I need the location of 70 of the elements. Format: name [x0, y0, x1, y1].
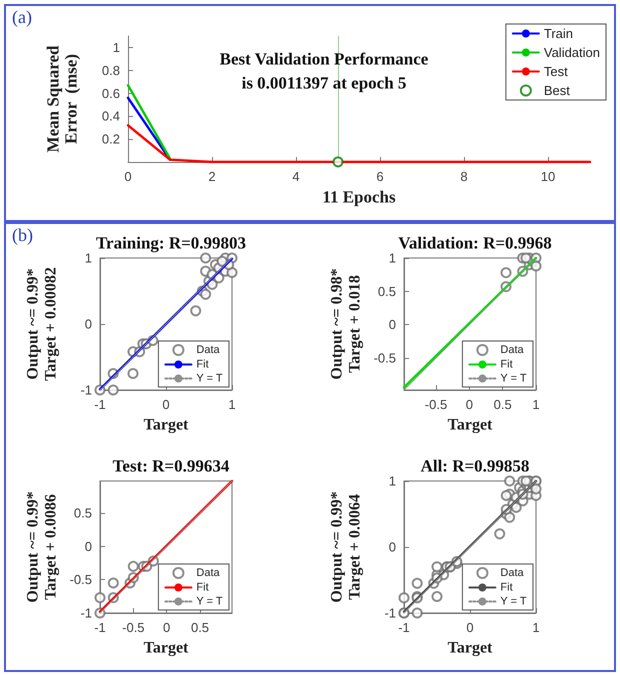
x-tick-label: 0 [124, 169, 132, 184]
x-tick-label: 1 [532, 397, 540, 412]
chart-title: All: R=0.99858 [420, 456, 530, 476]
y-tick-label: 0.5 [378, 284, 396, 299]
legend-label: Data [500, 567, 525, 579]
x-axis-title: Target [448, 639, 494, 656]
y-tick-label: 1 [388, 250, 396, 266]
legend-label: Y = T [500, 596, 527, 608]
x-tick-label: 0 [162, 397, 170, 412]
y-tick-label: -1 [80, 606, 92, 620]
y-tick-label: 0 [388, 317, 396, 332]
y-tick-label: 0.5 [74, 506, 92, 520]
y-axis-title: Output ~= 0.99* Target + 0.00082 [24, 267, 60, 381]
legend-label: Fit [500, 582, 513, 594]
legend-label: Fit [500, 358, 513, 370]
y-tick-label: -0.5 [374, 350, 396, 366]
y-tick-label: -1 [80, 382, 92, 398]
y-axis-title: Output ~= 0.99* Target + 0.0064 [328, 491, 364, 603]
x-tick-label: 0 [466, 397, 473, 412]
legend-label: Data [500, 344, 525, 356]
y-tick-label: 0.2 [102, 132, 120, 147]
x-tick-label: 1 [532, 620, 540, 635]
legend-label: Fit [196, 358, 209, 370]
chart-title: Test: R=0.99634 [112, 456, 230, 476]
x-tick-label: 1 [228, 397, 236, 412]
y-tick-label: 0 [84, 316, 92, 332]
x-axis-title: 11 Epochs [322, 187, 396, 206]
y-tick-label: 1 [388, 474, 396, 488]
legend-label: Train [544, 26, 574, 41]
y-tick-label: 1 [112, 40, 120, 55]
y-tick-label: -0.5 [70, 572, 92, 588]
y-tick-label: 1 [84, 250, 92, 266]
y-tick-label: 0 [388, 540, 396, 554]
y-tick-label: 0.6 [102, 86, 120, 101]
y-tick-label: -1 [384, 606, 396, 620]
chart-title: Validation: R=0.9968 [398, 234, 552, 252]
x-tick-label: 6 [376, 169, 384, 184]
x-tick-label: 4 [292, 169, 300, 184]
y-tick-label: 0 [84, 538, 92, 554]
legend-label: Y = T [500, 372, 527, 384]
x-tick-label: -0.5 [122, 620, 145, 635]
x-axis-title: Target [448, 416, 494, 434]
x-tick-label: 0 [163, 620, 170, 635]
legend-label: Y = T [196, 596, 223, 608]
x-tick-label: 0.5 [190, 620, 210, 635]
legend-label: Y = T [196, 372, 223, 384]
text: (a) [12, 7, 32, 27]
x-tick-label: 8 [460, 169, 468, 184]
y-tick-label: 0.4 [102, 108, 120, 124]
x-tick-label: 10 [540, 169, 556, 184]
x-tick-label: -1 [398, 620, 410, 635]
y-tick-label: 0.8 [102, 62, 120, 78]
text: Best Validation Performance is 0.0011397 at epoch 5 [220, 50, 429, 92]
x-tick-label: 2 [208, 169, 216, 184]
legend-label: Validation [544, 45, 600, 60]
legend-label: Fit [196, 582, 209, 594]
x-tick-label: 0.5 [494, 397, 512, 412]
legend-label: Test [544, 64, 568, 79]
legend-label: Data [196, 344, 221, 356]
x-axis-title: Target [144, 639, 190, 656]
legend-label: Data [196, 567, 221, 579]
y-axis-title: Mean Squared Error (mse) [44, 45, 80, 152]
chart-title: Training: R=0.99803 [96, 234, 246, 252]
legend-label: Best [544, 83, 570, 98]
x-axis-title: Target [144, 416, 190, 434]
text: (b) [12, 225, 33, 245]
y-axis-title: Output ~= 0.98* Target + 0.018 [328, 268, 364, 380]
y-axis-title: Output ~= 0.99* Target + 0.0086 [24, 491, 60, 603]
x-tick-label: -0.5 [424, 397, 448, 412]
x-tick-label: 0 [466, 620, 474, 635]
